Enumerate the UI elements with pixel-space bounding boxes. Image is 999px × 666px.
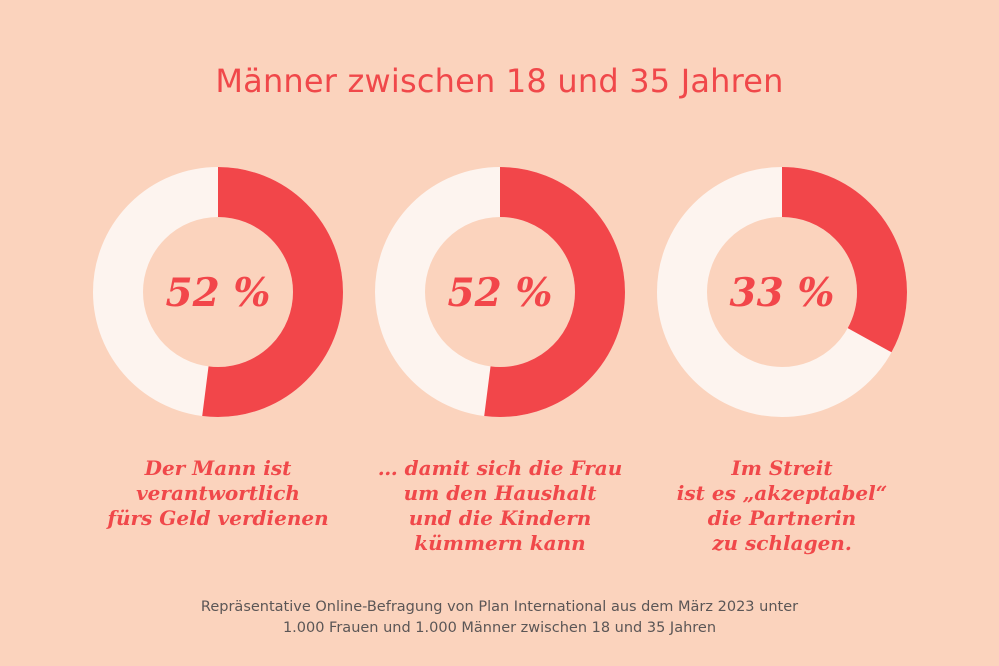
donut-chart-3: 33 % xyxy=(656,166,908,418)
donut-2-percent-label: 52 % xyxy=(448,270,553,316)
source-note-line-2: 1.000 Frauen und 1.000 Männer zwischen 1… xyxy=(282,620,717,636)
donut-2-svg: 52 % xyxy=(375,167,625,417)
caption-3-line-4: zu schlagen. xyxy=(712,531,852,555)
caption-2-line-3: und die Kindern xyxy=(408,506,592,530)
donut-chart-2: 52 % xyxy=(374,166,626,418)
page-title: Männer zwischen 18 und 35 Jahren xyxy=(215,62,784,100)
caption-2-line-4: kümmern kann xyxy=(414,531,586,555)
donut-chart-1: 52 % xyxy=(92,166,344,418)
caption-2-line-1: … damit sich die Frau xyxy=(377,456,623,480)
donut-2-value-slice xyxy=(375,167,625,417)
caption-2-line-2: um den Haushalt xyxy=(403,481,597,505)
donut-1-percent-label: 52 % xyxy=(166,270,271,316)
source-note: Repräsentative Online-Befragung von Plan… xyxy=(0,597,999,639)
caption-1-line-3: fürs Geld verdienen xyxy=(107,506,329,530)
donut-3-value-slice xyxy=(657,167,907,417)
caption-1-line-2: verantwortlich xyxy=(136,481,300,505)
caption-1-line-1: Der Mann ist xyxy=(144,456,292,480)
caption-3-line-1: Im Streit xyxy=(731,456,833,480)
donut-3-svg: 33 % xyxy=(657,167,907,417)
caption-1: Der Mann ist verantwortlich fürs Geld ve… xyxy=(68,456,368,531)
source-note-line-1: Repräsentative Online-Befragung von Plan… xyxy=(200,599,799,615)
caption-2: … damit sich die Frau um den Haushalt un… xyxy=(350,456,650,556)
caption-3-line-3: die Partnerin xyxy=(707,506,857,530)
donut-3-percent-label: 33 % xyxy=(730,270,835,316)
donut-1-svg: 52 % xyxy=(93,167,343,417)
caption-3: Im Streit ist es „akzeptabel“ die Partne… xyxy=(632,456,932,556)
donut-1-value-slice xyxy=(93,167,343,417)
caption-3-line-2: ist es „akzeptabel“ xyxy=(676,481,888,505)
